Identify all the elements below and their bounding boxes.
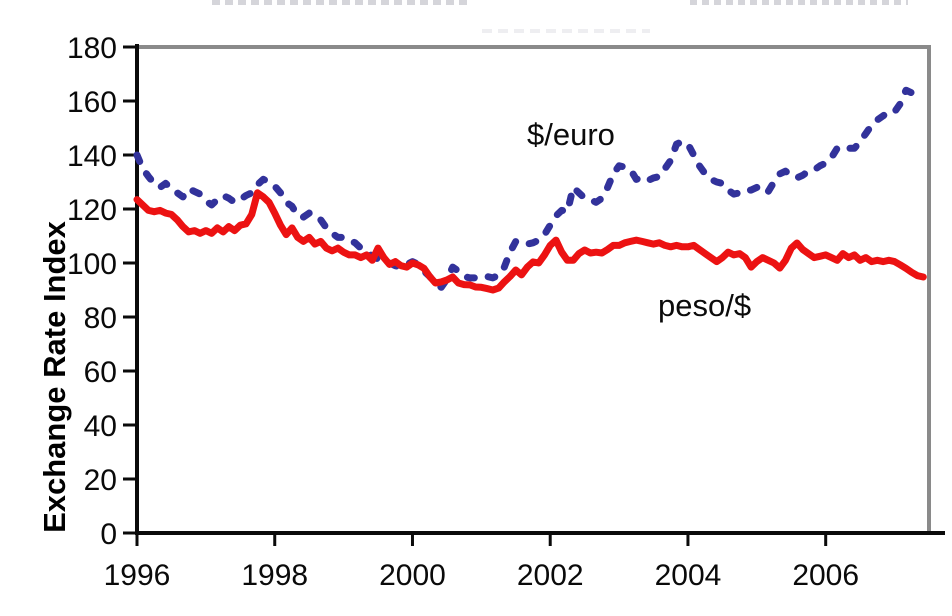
y-tick-label: 140 xyxy=(67,140,117,173)
series-label-peso: peso/$ xyxy=(658,288,752,323)
y-tick-label: 40 xyxy=(84,410,117,443)
x-tick-label: 1996 xyxy=(104,559,171,592)
x-tick-label: 2002 xyxy=(517,559,584,592)
y-tick-label: 80 xyxy=(84,302,117,335)
series-peso-line xyxy=(133,189,927,294)
x-tick-label: 2004 xyxy=(655,559,722,592)
series-euro-line xyxy=(133,84,927,291)
y-axis-title: Exchange Rate Index xyxy=(37,221,72,533)
y-tick-label: 120 xyxy=(67,194,117,227)
x-tick-label: 1998 xyxy=(241,559,308,592)
x-tick-label: 2006 xyxy=(792,559,859,592)
y-tick-label: 160 xyxy=(67,86,117,119)
x-tick-label: 2000 xyxy=(379,559,446,592)
y-tick-label: 60 xyxy=(84,356,117,389)
y-tick-label: 100 xyxy=(67,248,117,281)
series-label-euro: $/euro xyxy=(527,117,615,152)
y-tick-label: 20 xyxy=(84,464,117,497)
y-tick-label: 0 xyxy=(100,518,117,551)
y-tick-label: 180 xyxy=(67,32,117,65)
